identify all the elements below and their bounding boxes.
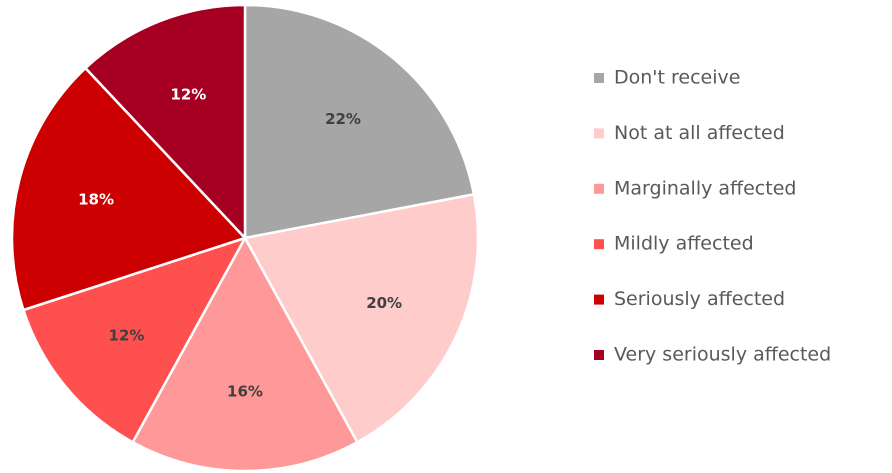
legend-swatch (594, 350, 604, 360)
pie-slice (243, 192, 480, 444)
legend-swatch (594, 73, 604, 83)
data-label: 12% (109, 327, 145, 345)
pie-slice (131, 235, 359, 473)
data-label: 16% (227, 382, 263, 400)
pie-slice (83, 3, 247, 242)
pie-slice (243, 3, 476, 240)
data-label: 22% (325, 110, 361, 128)
legend-swatch (594, 239, 604, 250)
legend-swatch (594, 294, 604, 305)
legend-label: Mildly affected (614, 233, 754, 255)
legend-label: Not at all affected (614, 122, 785, 144)
legend-label: Marginally affected (614, 177, 796, 199)
data-label: 12% (170, 86, 206, 104)
data-label: 20% (366, 294, 402, 312)
pie-slice (21, 235, 248, 444)
legend-swatch (594, 183, 604, 194)
legend-label: Don't receive (614, 67, 740, 89)
legend-swatch (594, 128, 604, 139)
legend-label: Seriously affected (614, 288, 785, 310)
data-label: 18% (78, 190, 114, 208)
pie-slice (10, 66, 248, 312)
legend-label: Very seriously affected (614, 344, 831, 366)
